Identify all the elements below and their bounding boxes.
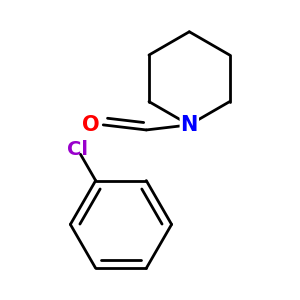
Text: N: N: [181, 115, 198, 135]
Text: Cl: Cl: [68, 140, 88, 159]
Text: O: O: [82, 115, 100, 135]
Text: N: N: [181, 115, 198, 135]
